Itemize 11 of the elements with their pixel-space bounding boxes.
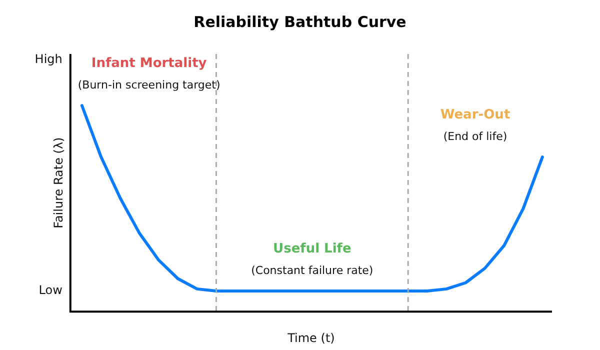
chart-title: Reliability Bathtub Curve <box>194 12 406 31</box>
annotation: (Constant failure rate) <box>251 264 374 277</box>
y-axis-title: Failure Rate (λ) <box>51 137 66 228</box>
text: (Burn-in screening target) <box>78 78 220 92</box>
text: Infant Mortality <box>91 56 208 71</box>
annotation: Wear-Out <box>440 107 510 122</box>
text: Low <box>38 283 63 298</box>
annotation: (End of life) <box>443 130 508 143</box>
text: High <box>34 52 62 66</box>
annotation: Useful Life <box>273 241 352 256</box>
x-axis-title: Time (t) <box>286 330 335 345</box>
